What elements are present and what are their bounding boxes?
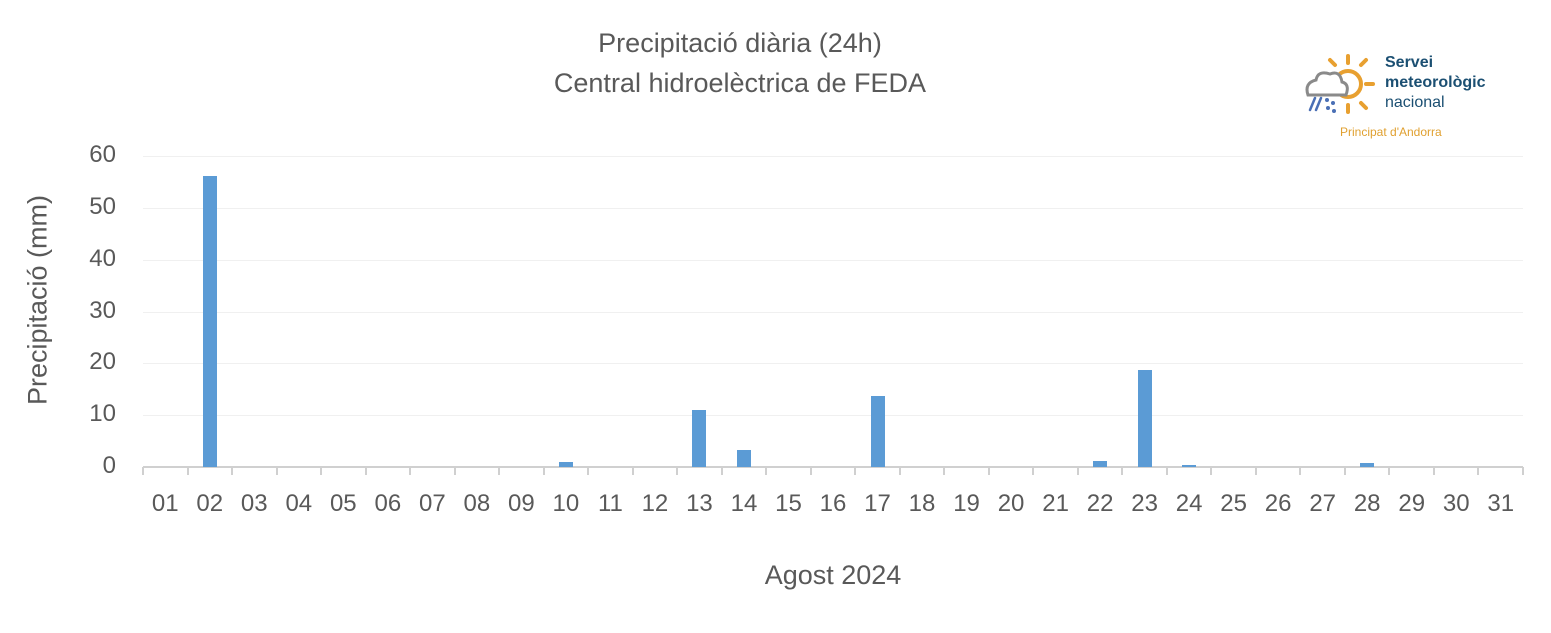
x-tick-label: 18 [908, 490, 936, 517]
y-tick-label: 60 [89, 141, 116, 168]
x-tick-label: 09 [508, 490, 535, 517]
x-tick [1121, 467, 1124, 475]
logo-line1: Servei [1385, 54, 1434, 71]
gridline [143, 156, 1523, 157]
x-tick [231, 467, 234, 475]
x-tick-label: 29 [1398, 490, 1426, 517]
x-tick [854, 467, 857, 475]
x-tick [1388, 467, 1391, 475]
x-tick [453, 467, 456, 475]
x-tick-label: 06 [374, 490, 402, 517]
x-tick [1254, 467, 1257, 475]
x-tick-label: 23 [1131, 490, 1158, 517]
x-tick-label: 22 [1086, 490, 1114, 517]
bar-day-14 [736, 449, 751, 467]
y-tick-label: 10 [89, 400, 116, 428]
bar-day-28 [1360, 462, 1375, 467]
bar-day-13 [692, 409, 707, 467]
y-tick-label: 30 [89, 296, 116, 324]
x-tick-label: 26 [1264, 490, 1292, 517]
y-tick-label: 40 [89, 244, 116, 272]
x-tick [1343, 467, 1346, 475]
x-tick [542, 467, 545, 475]
x-tick [1165, 467, 1168, 475]
gridline [143, 259, 1523, 261]
x-tick-label: 20 [997, 490, 1025, 517]
bar-day-10 [558, 461, 573, 467]
x-tick [142, 467, 144, 475]
x-tick [587, 467, 590, 475]
x-tick-label: 17 [864, 490, 891, 517]
x-tick [676, 467, 679, 475]
y-axis-title: Precipitació (mm) [22, 194, 53, 406]
x-tick [943, 467, 946, 475]
y-tick-label: 0 [102, 452, 116, 479]
x-tick-label: 08 [463, 490, 491, 517]
logo-line3: nacional [1385, 94, 1445, 111]
y-tick-label: 50 [89, 192, 116, 220]
gridline [143, 415, 1523, 417]
bar-day-17 [870, 396, 885, 467]
logo-line2: meteorològic [1385, 74, 1486, 91]
x-tick-label: 15 [775, 490, 802, 517]
x-tick-label: 01 [151, 490, 179, 517]
bar-day-02 [202, 175, 217, 467]
x-axis-title: Agost 2024 [764, 560, 902, 590]
x-tick-label: 10 [552, 490, 580, 517]
x-tick [1210, 467, 1213, 475]
x-tick-label: 31 [1487, 490, 1515, 517]
x-tick-label: 24 [1175, 490, 1203, 517]
bar-day-22 [1093, 460, 1108, 467]
y-tick-label: 20 [89, 348, 116, 376]
x-tick [631, 467, 634, 475]
x-tick [1477, 467, 1480, 475]
x-tick [320, 467, 323, 475]
x-tick-label: 28 [1353, 490, 1381, 517]
x-tick [186, 467, 189, 475]
logo-subtitle: Principat d'Andorra [1340, 125, 1442, 139]
x-tick [1076, 467, 1079, 475]
x-tick-label: 02 [196, 490, 224, 517]
x-tick [1522, 467, 1524, 475]
x-tick [275, 467, 278, 475]
x-tick [1432, 467, 1435, 475]
x-tick-label: 27 [1309, 490, 1337, 517]
x-tick [498, 467, 501, 475]
x-tick [765, 467, 768, 475]
x-tick [1032, 467, 1035, 475]
gridline [143, 311, 1523, 313]
x-tick-label: 07 [418, 490, 446, 517]
plot-area [142, 156, 1524, 475]
x-tick [409, 467, 412, 475]
x-tick [1299, 467, 1302, 475]
x-tick-label: 04 [285, 490, 313, 517]
smn-logo: Servei meteorològic nacional Principat d… [1298, 50, 1518, 145]
x-tick-label: 21 [1042, 490, 1069, 517]
x-tick-label: 25 [1220, 490, 1247, 517]
gridline [143, 363, 1523, 365]
logo-text: Servei meteorològic nacional [1385, 53, 1485, 113]
bar-day-23 [1137, 370, 1152, 467]
sun-cloud-rain-snow-icon [1305, 54, 1375, 114]
bar-day-24 [1182, 464, 1197, 467]
x-tick [987, 467, 990, 475]
x-tick-label: 13 [686, 490, 713, 517]
x-tick [364, 467, 367, 475]
x-tick-label: 19 [953, 490, 980, 517]
x-tick [809, 467, 812, 475]
x-tick-label: 03 [240, 490, 268, 517]
x-tick-label: 14 [730, 490, 758, 517]
x-axis-line [143, 466, 1523, 468]
chart-title-line1: Precipitació diària (24h) [598, 28, 882, 58]
gridline [143, 207, 1523, 209]
x-tick-label: 30 [1442, 490, 1470, 517]
x-tick-label: 11 [597, 490, 623, 517]
x-tick-label: 16 [819, 490, 847, 517]
x-tick [720, 467, 723, 475]
chart-title-line2: Central hidroelèctrica de FEDA [553, 68, 927, 98]
x-tick-label: 12 [641, 490, 669, 517]
x-tick-label: 05 [329, 490, 357, 517]
x-tick [898, 467, 901, 475]
